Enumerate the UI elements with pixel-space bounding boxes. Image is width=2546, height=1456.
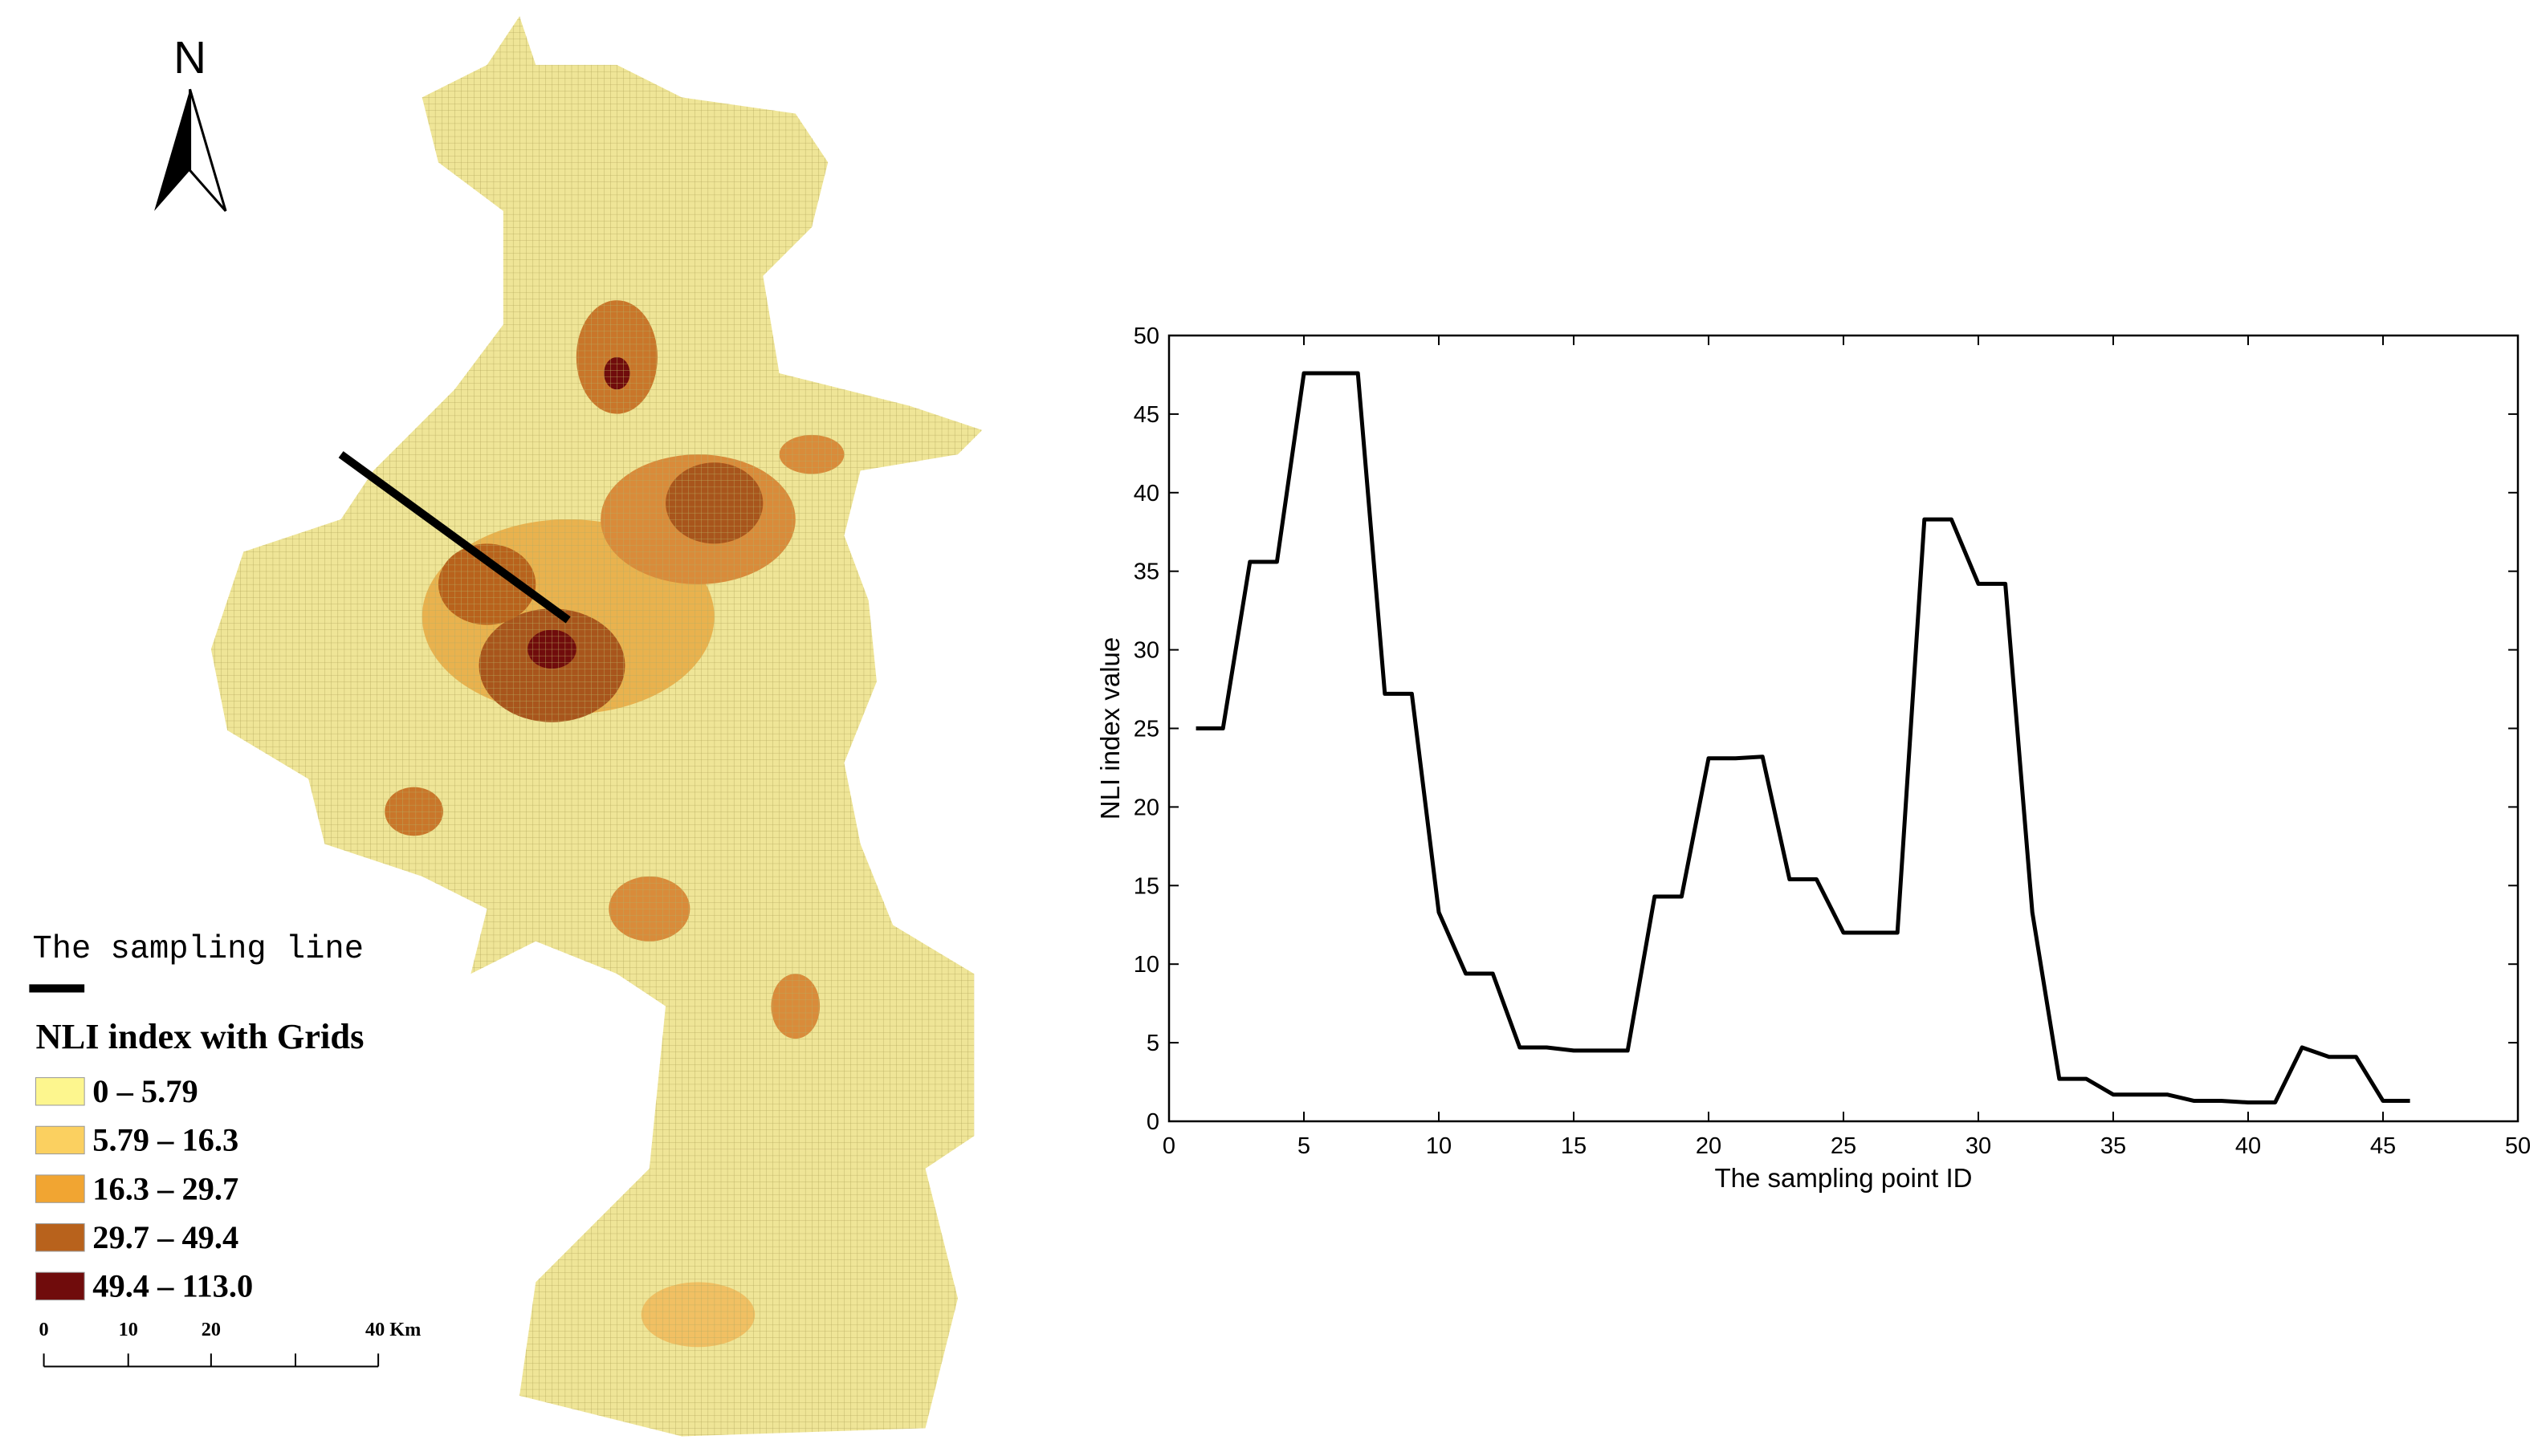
x-tick-label: 50 [2505,1133,2531,1159]
sampling-line-label: The sampling line [32,931,364,968]
legend-swatch [35,1271,85,1301]
x-axis-label: The sampling point ID [1715,1163,1973,1193]
legend-label: 16.3 – 29.7 [92,1170,238,1206]
y-tick-label: 20 [1134,795,1159,820]
y-axis-label: NLI index value [1095,637,1125,820]
legend: 0 – 5.79 5.79 – 16.3 16.3 – 29.7 29.7 – 49.… [35,1073,253,1304]
plot-frame [1167,334,2520,1123]
x-tick-label: 35 [2100,1133,2126,1159]
grid-overlay [210,16,983,1437]
y-tick-label: 35 [1134,559,1159,585]
legend-label: 0 – 5.79 [92,1073,198,1109]
x-tick-label: 30 [1966,1133,1991,1159]
y-tick-label: 45 [1134,402,1159,428]
legend-label: 5.79 – 16.3 [92,1122,238,1158]
scale-label: 0 [39,1319,49,1340]
legend-swatch [35,1125,85,1155]
line-chart: 0 5 10 15 20 25 30 35 40 45 50 0 5 10 15 20 25 30 35 40 45 50… [1095,323,2531,1193]
x-tick-label: 10 [1426,1133,1452,1159]
x-tick-label: 0 [1163,1133,1175,1159]
y-tick-label: 30 [1134,638,1159,664]
scale-label: 10 [119,1319,138,1340]
y-tick-label: 50 [1134,323,1159,349]
north-arrow [154,89,190,211]
x-tick-label: 5 [1297,1133,1310,1159]
x-tick-label: 45 [2370,1133,2396,1159]
legend-label: 49.4 – 113.0 [92,1268,253,1304]
scale-label: 20 [202,1319,221,1340]
y-tick-label: 0 [1147,1109,1159,1135]
north-label: N [173,32,206,83]
data-line [1196,371,2410,1104]
legend-label: 29.7 – 49.4 [92,1219,238,1255]
legend-swatch [35,1174,85,1203]
scale-bar [43,1353,380,1368]
y-tick-label: 5 [1147,1031,1159,1056]
legend-swatch [35,1223,85,1252]
x-tick-label: 15 [1561,1133,1587,1159]
x-tick-label: 25 [1831,1133,1856,1159]
y-tick-label: 25 [1134,717,1159,742]
sampling-line [338,451,571,624]
north-arrow [189,88,227,212]
y-tick-label: 40 [1134,481,1159,506]
y-tick-label: 15 [1134,873,1159,899]
x-tick-label: 20 [1696,1133,1721,1159]
y-tick-label: 10 [1134,952,1159,978]
legend-title: NLI index with Grids [35,1016,364,1056]
legend-swatch [35,1077,85,1106]
scale-label: 40 Km [365,1319,421,1340]
x-tick-label: 40 [2235,1133,2261,1159]
map: N The sampling line NLI index with Grids… [29,16,983,1437]
